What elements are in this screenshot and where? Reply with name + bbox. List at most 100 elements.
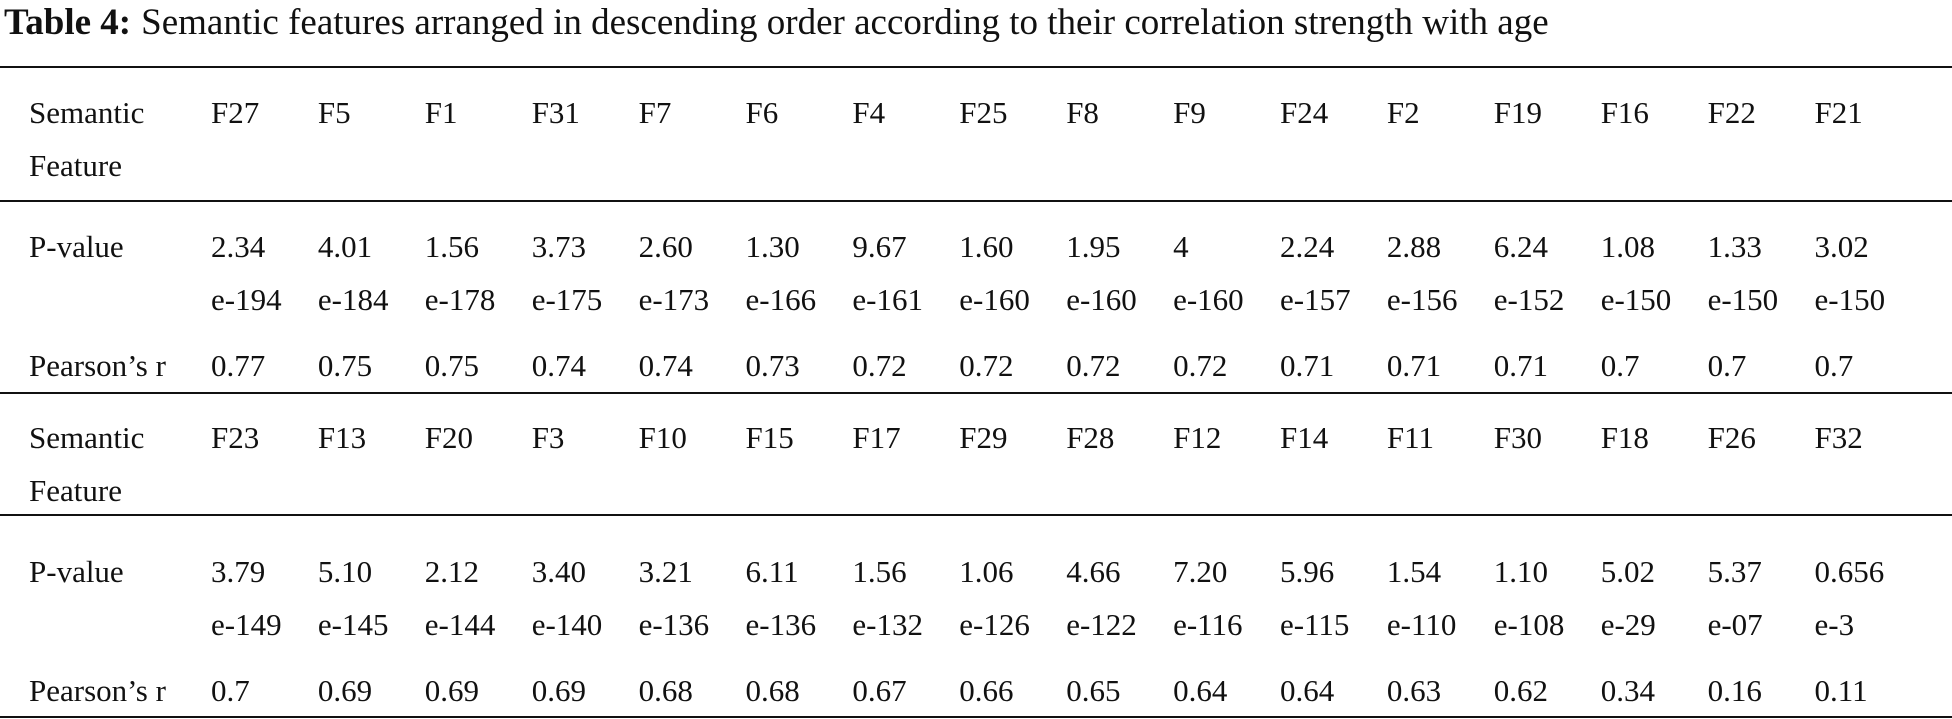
pvalue-mantissa: 5.02 (1600, 554, 1655, 589)
pvalue-mantissa: 9.67 (852, 229, 907, 264)
feature-cell: F28 (1066, 420, 1115, 455)
pvalue-mantissa: 1.56 (424, 229, 480, 264)
pvalue-exponent: e-136 (745, 607, 817, 642)
feature-cell: F29 (959, 420, 1008, 455)
pearson-cell: 0.71 (1386, 348, 1442, 383)
feature-cell: F2 (1386, 95, 1420, 130)
pvalue-exponent: e-175 (531, 282, 603, 317)
pvalue-mantissa: 3.79 (211, 554, 266, 589)
pvalue-mantissa: 6.11 (745, 554, 799, 589)
table-rule (0, 716, 1952, 718)
pearson-cell: 0.77 (211, 348, 266, 383)
feature-cell: F25 (959, 95, 1008, 130)
pearson-cell: 0.69 (424, 673, 480, 708)
pearson-cell: 0.62 (1493, 673, 1549, 708)
pvalue-exponent: e-132 (852, 607, 923, 642)
pearson-cell: 0.74 (531, 348, 586, 383)
caption-label: Table 4: (4, 2, 132, 43)
pvalue-mantissa: 4.66 (1066, 554, 1121, 589)
pearson-cell: 0.7 (211, 673, 250, 708)
pvalue-exponent: e-157 (1280, 282, 1351, 317)
pearson-cell: 0.7 (1707, 348, 1747, 383)
pvalue-exponent: e-160 (1173, 282, 1244, 317)
pearson-cell: 0.72 (852, 348, 907, 383)
pvalue-mantissa: 2.60 (638, 229, 693, 264)
pvalue-mantissa: 1.54 (1386, 554, 1442, 589)
pvalue-exponent: e-07 (1707, 607, 1763, 642)
pvalue-exponent: e-166 (745, 282, 817, 317)
pearson-cell: 0.7 (1600, 348, 1640, 383)
table-rule (0, 392, 1952, 394)
pearson-cell: 0.71 (1493, 348, 1549, 383)
feature-cell: F19 (1493, 95, 1543, 130)
pvalue-exponent: e-145 (317, 607, 389, 642)
feature-cell: F20 (424, 420, 474, 455)
pvalue-exponent: e-152 (1493, 282, 1565, 317)
feature-cell: F21 (1814, 95, 1863, 130)
pvalue-exponent: e-115 (1280, 607, 1350, 642)
pvalue-exponent: e-150 (1814, 282, 1886, 317)
feature-cell: F31 (531, 95, 580, 130)
row-label: Feature (29, 473, 122, 508)
pearson-cell: 0.75 (424, 348, 480, 383)
pvalue-mantissa: 3.21 (638, 554, 693, 589)
row-label: Pearson’s r (29, 673, 166, 708)
pearson-cell: 0.72 (1066, 348, 1121, 383)
pvalue-exponent: e-156 (1386, 282, 1458, 317)
pvalue-mantissa: 3.40 (531, 554, 586, 589)
pvalue-exponent: e-194 (211, 282, 282, 317)
feature-cell: F17 (852, 420, 901, 455)
row-label: Pearson’s r (29, 348, 166, 383)
pearson-cell: 0.67 (852, 673, 907, 708)
feature-cell: F14 (1280, 420, 1329, 455)
caption-text: Semantic features arranged in descending… (141, 2, 1549, 43)
pvalue-exponent: e-3 (1814, 607, 1855, 642)
feature-cell: F30 (1493, 420, 1543, 455)
pearson-cell: 0.71 (1280, 348, 1335, 383)
feature-cell: F23 (211, 420, 260, 455)
pvalue-exponent: e-160 (1066, 282, 1137, 317)
table-rule (0, 200, 1952, 202)
pvalue-mantissa: 6.24 (1493, 229, 1549, 264)
feature-cell: F15 (745, 420, 794, 455)
pearson-cell: 0.73 (745, 348, 800, 383)
pvalue-exponent: e-178 (424, 282, 496, 317)
pvalue-mantissa: 2.24 (1280, 229, 1335, 264)
pearson-cell: 0.75 (317, 348, 373, 383)
feature-cell: F24 (1280, 95, 1329, 130)
feature-cell: F9 (1173, 95, 1206, 130)
pvalue-mantissa: 0.656 (1814, 554, 1885, 589)
feature-cell: F11 (1386, 420, 1434, 455)
pvalue-exponent: e-150 (1600, 282, 1672, 317)
pearson-cell: 0.66 (959, 673, 1014, 708)
pvalue-mantissa: 7.20 (1173, 554, 1228, 589)
pearson-cell: 0.63 (1386, 673, 1442, 708)
pvalue-mantissa: 1.95 (1066, 229, 1121, 264)
pvalue-mantissa: 4.01 (317, 229, 373, 264)
pearson-cell: 0.16 (1707, 673, 1762, 708)
pvalue-mantissa: 1.06 (959, 554, 1014, 589)
pvalue-exponent: e-126 (959, 607, 1030, 642)
pvalue-mantissa: 5.10 (317, 554, 373, 589)
table-caption: Table 4: Semantic features arranged in de… (4, 4, 1549, 41)
row-label: P-value (29, 554, 124, 589)
pearson-cell: 0.7 (1814, 348, 1854, 383)
feature-cell: F16 (1600, 95, 1649, 130)
pearson-cell: 0.69 (531, 673, 586, 708)
pearson-cell: 0.74 (638, 348, 693, 383)
pearson-cell: 0.11 (1814, 673, 1868, 708)
pearson-cell: 0.65 (1066, 673, 1121, 708)
feature-cell: F1 (424, 95, 458, 130)
pvalue-mantissa: 5.96 (1280, 554, 1335, 589)
pvalue-exponent: e-184 (317, 282, 389, 317)
pearson-cell: 0.34 (1600, 673, 1655, 708)
pearson-cell: 0.64 (1280, 673, 1335, 708)
pearson-cell: 0.68 (638, 673, 693, 708)
pvalue-exponent: e-144 (424, 607, 496, 642)
pvalue-mantissa: 1.10 (1493, 554, 1549, 589)
pearson-cell: 0.64 (1173, 673, 1228, 708)
feature-cell: F3 (531, 420, 565, 455)
row-label: P-value (29, 229, 124, 264)
pvalue-exponent: e-29 (1600, 607, 1656, 642)
feature-cell: F10 (638, 420, 687, 455)
